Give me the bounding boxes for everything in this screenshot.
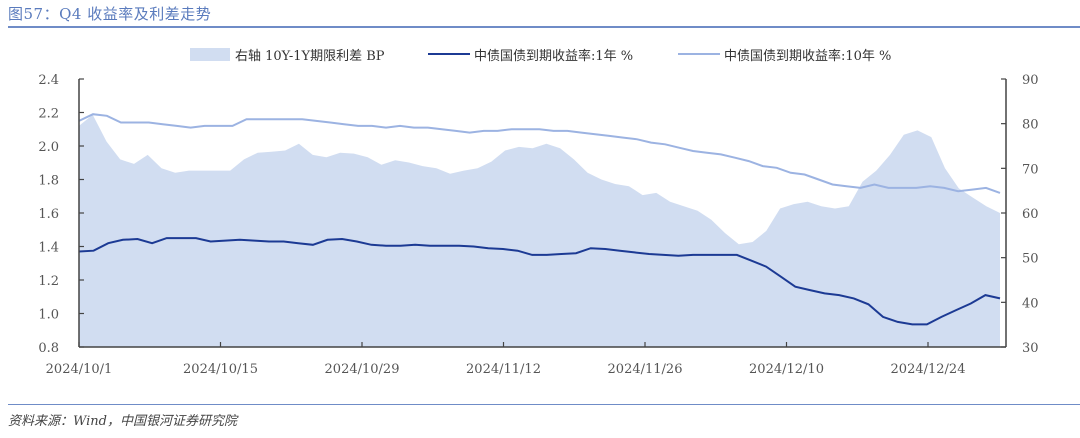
- chart-title: 图57：Q4 收益率及利差走势: [8, 5, 212, 23]
- x-tick-label: 2024/12/24: [891, 362, 966, 377]
- left-tick-label: 1.0: [38, 308, 59, 323]
- x-tick-label: 2024/10/1: [46, 362, 113, 377]
- legend-label-10y: 中债国债到期收益率:10年 %: [724, 48, 891, 64]
- left-tick-label: 0.8: [38, 341, 59, 356]
- x-tick-label: 2024/11/12: [466, 362, 541, 377]
- left-tick-label: 1.4: [38, 241, 59, 256]
- left-tick-label: 2.4: [38, 73, 59, 88]
- spread-area: [79, 114, 1000, 347]
- source-divider: [8, 404, 1080, 405]
- chart: 2.4 2.2 2.0 1.8 1.6 1.4 1.2 1.0 0.8 90 80 70 60 50 40 3…: [38, 48, 1039, 377]
- right-tick-label: 60: [1022, 207, 1039, 222]
- left-tick-label: 1.6: [38, 207, 59, 222]
- yield-1y-line: [78, 237, 1001, 326]
- left-tick-label: 2.2: [38, 107, 59, 122]
- left-tick-label: 1.8: [38, 174, 59, 189]
- right-tick-label: 90: [1022, 73, 1039, 88]
- right-tick-label: 80: [1022, 118, 1039, 133]
- legend-label-1y: 中债国债到期收益率:1年 %: [474, 48, 633, 64]
- right-tick-label: 40: [1022, 296, 1039, 311]
- right-tick-label: 50: [1022, 252, 1039, 267]
- yield-10y-line: [78, 113, 1001, 194]
- x-tick-label: 2024/10/29: [325, 362, 400, 377]
- left-tick-label: 1.2: [38, 274, 59, 289]
- right-tick-label: 70: [1022, 162, 1039, 177]
- legend-swatch-spread: [190, 48, 230, 61]
- x-tick-label: 2024/11/26: [608, 362, 683, 377]
- x-tick-label: 2024/12/10: [749, 362, 824, 377]
- x-tick-label: 2024/10/15: [183, 362, 258, 377]
- title-divider: [8, 26, 1080, 28]
- source-note: 资料来源：Wind，中国银河证券研究院: [8, 414, 237, 429]
- right-tick-label: 30: [1022, 341, 1039, 356]
- left-tick-label: 2.0: [38, 140, 59, 155]
- legend-label-spread: 右轴 10Y-1Y期限利差 BP: [235, 49, 385, 64]
